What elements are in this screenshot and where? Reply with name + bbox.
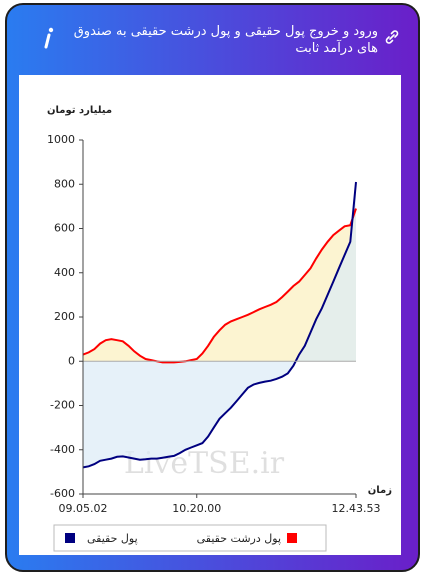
link-icon[interactable] xyxy=(384,29,400,45)
line xyxy=(82,208,357,364)
y-tick-label: 200 xyxy=(54,310,75,323)
lines xyxy=(82,181,357,469)
line xyxy=(82,181,357,469)
legend-box xyxy=(53,524,327,552)
x-tick-label: 12.43.53 xyxy=(332,502,381,515)
legend: پول حقیقی پول درشت حقیقی xyxy=(53,524,327,552)
y-tick-label: 1000 xyxy=(47,133,75,146)
legend-swatch xyxy=(287,533,297,543)
y-tick-label: -600 xyxy=(50,487,75,500)
y-axis-label: میلیارد تومان xyxy=(47,105,112,116)
legend-label: پول درشت حقیقی xyxy=(197,532,281,545)
y-tick-label: 600 xyxy=(54,222,75,235)
x-tick-label: 10.20.00 xyxy=(172,502,221,515)
area xyxy=(83,208,356,363)
card: ورود و خروج پول حقیقی و پول درشت حقیقی ب… xyxy=(5,3,420,572)
chart: میلیارد تومان زمان LiveTSE.ir 1000800600… xyxy=(47,105,392,552)
area xyxy=(83,182,356,468)
x-tick-label: 09.05.02 xyxy=(59,502,108,515)
x-axis-label: زمان xyxy=(368,485,392,496)
y-tick-label: 400 xyxy=(54,266,75,279)
title: ورود و خروج پول حقیقی و پول درشت حقیقی ب… xyxy=(73,24,378,56)
legend-swatch xyxy=(65,533,75,543)
legend-label: پول حقیقی xyxy=(87,532,138,545)
chart-panel: میلیارد تومان زمان LiveTSE.ir 1000 800 600… xyxy=(19,75,401,555)
y-tick-label: -400 xyxy=(50,443,75,456)
y-tick-label: -200 xyxy=(50,399,75,412)
y-tick-label: 800 xyxy=(54,177,75,190)
info-icon[interactable] xyxy=(41,27,55,49)
areas xyxy=(83,182,356,468)
y-tick-label: 0 xyxy=(68,354,75,367)
